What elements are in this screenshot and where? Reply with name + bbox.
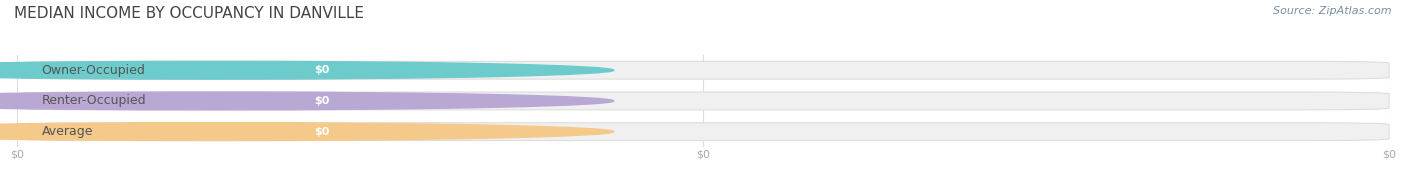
Text: $0: $0 bbox=[315, 96, 330, 106]
Text: Source: ZipAtlas.com: Source: ZipAtlas.com bbox=[1274, 6, 1392, 16]
FancyBboxPatch shape bbox=[291, 126, 353, 138]
FancyBboxPatch shape bbox=[17, 61, 1389, 79]
FancyBboxPatch shape bbox=[21, 93, 356, 109]
Text: $0: $0 bbox=[315, 65, 330, 75]
Text: Average: Average bbox=[42, 125, 93, 138]
FancyBboxPatch shape bbox=[21, 124, 356, 140]
Circle shape bbox=[0, 61, 614, 79]
FancyBboxPatch shape bbox=[21, 62, 356, 78]
Circle shape bbox=[0, 92, 614, 110]
Text: Renter-Occupied: Renter-Occupied bbox=[42, 94, 146, 107]
Text: $0: $0 bbox=[315, 127, 330, 137]
Text: MEDIAN INCOME BY OCCUPANCY IN DANVILLE: MEDIAN INCOME BY OCCUPANCY IN DANVILLE bbox=[14, 6, 364, 21]
FancyBboxPatch shape bbox=[17, 92, 1389, 110]
FancyBboxPatch shape bbox=[17, 123, 1389, 141]
Text: Owner-Occupied: Owner-Occupied bbox=[42, 64, 145, 77]
Circle shape bbox=[0, 123, 614, 141]
FancyBboxPatch shape bbox=[291, 95, 353, 107]
FancyBboxPatch shape bbox=[291, 64, 353, 76]
